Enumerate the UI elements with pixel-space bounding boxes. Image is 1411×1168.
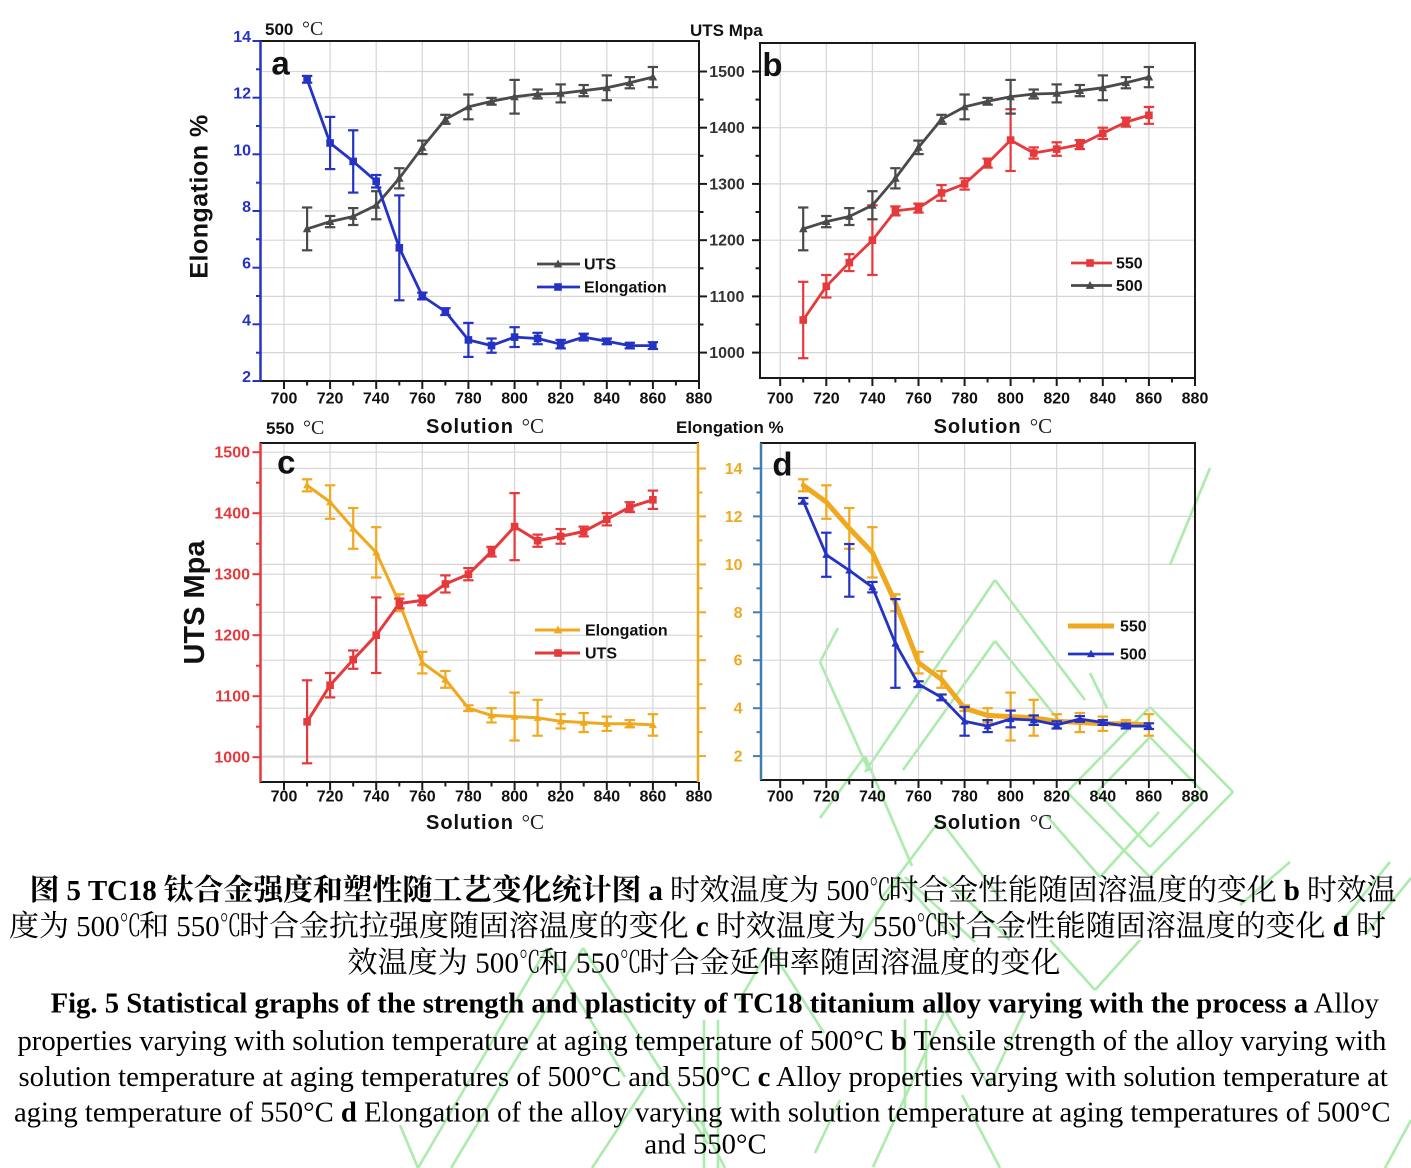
svg-text:1400: 1400 <box>214 506 250 523</box>
svg-text:14: 14 <box>233 29 251 46</box>
svg-text:700: 700 <box>271 789 298 806</box>
svg-text:880: 880 <box>686 391 713 408</box>
svg-text:860: 860 <box>1136 789 1163 806</box>
svg-text:550: 550 <box>1116 256 1143 273</box>
svg-text:6: 6 <box>242 256 251 273</box>
svg-text:840: 840 <box>593 391 620 408</box>
svg-text:and 550°C: and 550°C <box>644 1129 766 1161</box>
svg-text:700: 700 <box>767 789 794 806</box>
svg-text:700: 700 <box>271 391 298 408</box>
svg-text:840: 840 <box>1089 789 1116 806</box>
svg-text:700: 700 <box>767 391 794 408</box>
svg-text:properties varying with soluti: properties varying with solution tempera… <box>17 1025 1386 1057</box>
svg-text:Fig. 5 Statistical graphs of t: Fig. 5 Statistical graphs of the strengt… <box>51 988 1380 1020</box>
svg-text:1100: 1100 <box>215 689 250 706</box>
svg-text:1100: 1100 <box>710 289 745 306</box>
svg-text:880: 880 <box>1182 789 1209 806</box>
svg-text:1400: 1400 <box>709 120 745 137</box>
svg-text:2: 2 <box>242 369 251 386</box>
svg-text:UTS Mpa: UTS Mpa <box>179 540 211 665</box>
svg-text:780: 780 <box>455 789 482 806</box>
svg-text:UTS Mpa: UTS Mpa <box>690 21 763 40</box>
svg-text:Elongation: Elongation <box>585 623 668 640</box>
svg-text:Solution: Solution <box>934 812 1022 834</box>
svg-text:10: 10 <box>233 142 251 159</box>
svg-text:760: 760 <box>409 789 436 806</box>
svg-text:14: 14 <box>725 461 743 478</box>
svg-text:1300: 1300 <box>709 176 745 193</box>
svg-text:820: 820 <box>1043 391 1070 408</box>
svg-text:740: 740 <box>859 789 886 806</box>
svg-text:550: 550 <box>1120 619 1147 636</box>
svg-text:860: 860 <box>640 789 667 806</box>
svg-text:°C: °C <box>1030 414 1052 438</box>
svg-text:820: 820 <box>547 391 574 408</box>
svg-text:1200: 1200 <box>214 628 250 645</box>
svg-text:°C: °C <box>302 18 323 40</box>
svg-text:720: 720 <box>813 789 840 806</box>
svg-text:760: 760 <box>905 391 932 408</box>
svg-text:880: 880 <box>686 789 713 806</box>
svg-text:Solution: Solution <box>426 416 514 438</box>
svg-text:840: 840 <box>1089 391 1116 408</box>
svg-text:720: 720 <box>317 789 344 806</box>
svg-text:1300: 1300 <box>214 567 250 584</box>
svg-text:840: 840 <box>593 789 620 806</box>
svg-text:720: 720 <box>813 391 840 408</box>
svg-text:Solution: Solution <box>426 812 514 834</box>
svg-text:solution temperature at aging: solution temperature at aging temperatur… <box>19 1061 1388 1093</box>
svg-text:aging temperature of 550°C d E: aging temperature of 550°C d Elongation … <box>14 1097 1391 1129</box>
svg-text:800: 800 <box>501 391 528 408</box>
svg-text:760: 760 <box>409 391 436 408</box>
svg-text:780: 780 <box>951 391 978 408</box>
svg-text:800: 800 <box>501 789 528 806</box>
svg-text:740: 740 <box>363 789 390 806</box>
svg-text:a: a <box>271 45 290 82</box>
svg-text:720: 720 <box>317 391 344 408</box>
svg-text:1000: 1000 <box>709 345 745 362</box>
svg-text:UTS: UTS <box>585 646 617 663</box>
svg-text:1000: 1000 <box>214 750 250 767</box>
svg-text:12: 12 <box>233 86 251 103</box>
svg-text:780: 780 <box>455 391 482 408</box>
svg-text:800: 800 <box>997 391 1024 408</box>
svg-text:°C: °C <box>303 417 324 439</box>
svg-text:1200: 1200 <box>709 233 745 250</box>
svg-text:2: 2 <box>734 749 743 766</box>
svg-text:760: 760 <box>905 789 932 806</box>
svg-text:740: 740 <box>859 391 886 408</box>
svg-text:c: c <box>277 444 295 481</box>
svg-text:Elongation %: Elongation % <box>186 114 214 278</box>
svg-text:UTS: UTS <box>584 257 616 274</box>
svg-text:820: 820 <box>547 789 574 806</box>
svg-text:740: 740 <box>363 391 390 408</box>
svg-text:1500: 1500 <box>709 64 745 81</box>
svg-text:780: 780 <box>951 789 978 806</box>
svg-text:10: 10 <box>725 557 743 574</box>
svg-text:800: 800 <box>997 789 1024 806</box>
svg-text:Solution: Solution <box>934 416 1022 438</box>
svg-text:500: 500 <box>1120 647 1147 664</box>
svg-text:860: 860 <box>1136 391 1163 408</box>
svg-text:Elongation %: Elongation % <box>676 418 784 437</box>
svg-text:1500: 1500 <box>214 445 250 462</box>
svg-text:b: b <box>762 46 782 83</box>
svg-text:820: 820 <box>1043 789 1070 806</box>
svg-text:8: 8 <box>734 605 743 622</box>
svg-text:500: 500 <box>1116 278 1143 295</box>
svg-text:°C: °C <box>522 810 544 834</box>
svg-text:4: 4 <box>734 701 743 718</box>
svg-text:880: 880 <box>1182 391 1209 408</box>
svg-text:550: 550 <box>266 419 294 438</box>
svg-text:°C: °C <box>522 414 544 438</box>
svg-text:8: 8 <box>242 199 251 216</box>
svg-text:500: 500 <box>265 20 293 39</box>
svg-text:6: 6 <box>734 653 743 670</box>
svg-text:4: 4 <box>242 312 251 329</box>
svg-text:°C: °C <box>1030 810 1052 834</box>
svg-text:12: 12 <box>725 509 743 526</box>
svg-text:d: d <box>772 446 792 483</box>
svg-text:860: 860 <box>640 391 667 408</box>
svg-text:Elongation: Elongation <box>584 280 667 297</box>
